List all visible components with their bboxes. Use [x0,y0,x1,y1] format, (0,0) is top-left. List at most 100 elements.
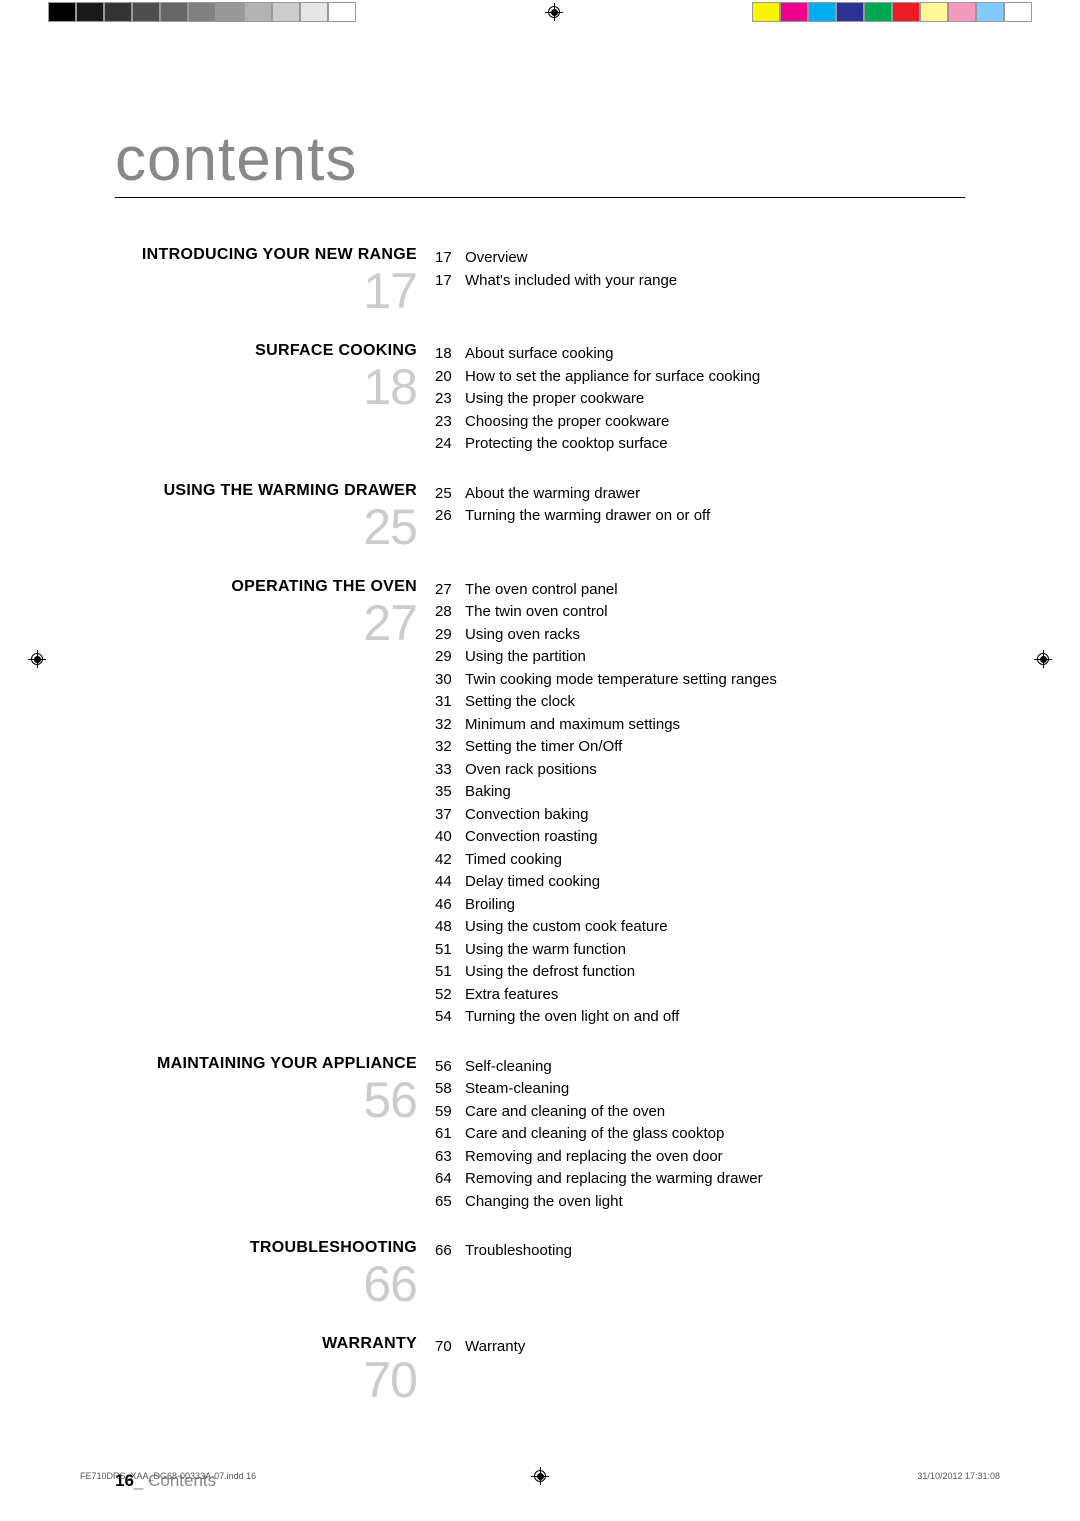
toc-entry: 42Timed cooking [435,849,965,872]
toc-entry-label: Minimum and maximum settings [465,714,680,737]
toc-section-page-num: 56 [115,1075,417,1125]
color-swatch [244,2,272,22]
toc-entry: 33Oven rack positions [435,759,965,782]
toc-entry-label: About surface cooking [465,343,613,366]
toc-entry-label: Broiling [465,894,515,917]
toc-section: OPERATING THE OVEN2727The oven control p… [115,578,965,1029]
color-bars-right [752,2,1032,22]
print-footer: FE710DRS_XAA_DG68-00333A-07.indd 16 31/1… [0,1471,1080,1481]
toc-entry: 23Using the proper cookware [435,388,965,411]
toc-entry-label: Convection baking [465,804,588,827]
toc-section-title: TROUBLESHOOTING [115,1239,417,1257]
toc-section-entries: 17Overview17What's included with your ra… [435,246,965,292]
toc-entry-page: 33 [435,759,465,782]
toc-section-page-num: 25 [115,502,417,552]
toc-entry-page: 46 [435,894,465,917]
toc-entry-label: The twin oven control [465,601,608,624]
toc-section-header: OPERATING THE OVEN27 [115,578,435,648]
color-swatch [780,2,808,22]
color-bars-left [48,2,356,22]
toc-entry: 29Using oven racks [435,624,965,647]
toc-entry: 30Twin cooking mode temperature setting … [435,669,965,692]
toc-entry-page: 65 [435,1191,465,1214]
toc-section-header: SURFACE COOKING18 [115,342,435,412]
toc-entry-page: 32 [435,714,465,737]
toc-entry-label: Turning the warming drawer on or off [465,505,710,528]
toc-entry-label: Convection roasting [465,826,598,849]
toc-entry-label: Troubleshooting [465,1240,572,1263]
printer-top-bar [0,0,1080,24]
toc-section-page-num: 17 [115,266,417,316]
toc-entry: 65Changing the oven light [435,1191,965,1214]
page-content: contents INTRODUCING YOUR NEW RANGE1717O… [0,24,1080,1521]
toc-entry-page: 61 [435,1123,465,1146]
toc-entry-page: 37 [435,804,465,827]
toc-section-entries: 70Warranty [435,1335,965,1359]
toc-entry-page: 20 [435,366,465,389]
toc-entry-page: 42 [435,849,465,872]
toc-entry: 18About surface cooking [435,343,965,366]
toc-entry-page: 54 [435,1006,465,1029]
toc-entry-page: 35 [435,781,465,804]
toc-entry-label: Steam-cleaning [465,1078,569,1101]
toc-entry: 52Extra features [435,984,965,1007]
toc-entry: 64Removing and replacing the warming dra… [435,1168,965,1191]
toc-entry: 37Convection baking [435,804,965,827]
toc-entry-label: Using oven racks [465,624,580,647]
toc-entry-label: Delay timed cooking [465,871,600,894]
toc-entry: 27The oven control panel [435,579,965,602]
color-swatch [188,2,216,22]
toc-section-header: INTRODUCING YOUR NEW RANGE17 [115,246,435,316]
color-swatch [272,2,300,22]
color-swatch [300,2,328,22]
toc-entry-label: Changing the oven light [465,1191,623,1214]
toc-entry-page: 28 [435,601,465,624]
toc-entry: 31Setting the clock [435,691,965,714]
toc-entry: 17What's included with your range [435,270,965,293]
toc-section-title: WARRANTY [115,1335,417,1353]
toc-section-title: MAINTAINING YOUR APPLIANCE [115,1055,417,1073]
toc-entry-page: 17 [435,270,465,293]
color-swatch [948,2,976,22]
toc-entry: 51Using the defrost function [435,961,965,984]
toc-entry-page: 29 [435,624,465,647]
toc-section-header: MAINTAINING YOUR APPLIANCE 56 [115,1055,435,1125]
color-swatch [132,2,160,22]
toc-entry-page: 51 [435,939,465,962]
color-swatch [752,2,780,22]
toc-section-entries: 27The oven control panel28The twin oven … [435,578,965,1029]
toc-entry: 28The twin oven control [435,601,965,624]
toc-entry-page: 48 [435,916,465,939]
toc-entry: 20How to set the appliance for surface c… [435,366,965,389]
toc-entry: 70Warranty [435,1336,965,1359]
toc-entry: 56Self-cleaning [435,1056,965,1079]
toc-entry-label: Removing and replacing the oven door [465,1146,723,1169]
toc-entry-page: 51 [435,961,465,984]
toc-entry-page: 18 [435,343,465,366]
toc-section-header: TROUBLESHOOTING66 [115,1239,435,1309]
color-swatch [1004,2,1032,22]
toc-entry: 54Turning the oven light on and off [435,1006,965,1029]
registration-mark-top [545,3,563,21]
toc-section-entries: 25About the warming drawer26Turning the … [435,482,965,528]
toc-entry-label: Timed cooking [465,849,562,872]
toc-entry-label: Setting the timer On/Off [465,736,622,759]
print-file-name: FE710DRS_XAA_DG68-00333A-07.indd 16 [80,1471,256,1481]
toc-section: INTRODUCING YOUR NEW RANGE1717Overview17… [115,246,965,316]
toc-section-entries: 66Troubleshooting [435,1239,965,1263]
toc-entry-page: 64 [435,1168,465,1191]
toc-entry: 29Using the partition [435,646,965,669]
toc-entry-page: 17 [435,247,465,270]
toc-entry: 44Delay timed cooking [435,871,965,894]
toc-entry: 40Convection roasting [435,826,965,849]
color-swatch [920,2,948,22]
toc-entry-page: 30 [435,669,465,692]
toc-entry-label: Using the partition [465,646,586,669]
color-swatch [864,2,892,22]
toc-entry-label: Self-cleaning [465,1056,552,1079]
toc-entry: 46Broiling [435,894,965,917]
toc-entry-label: Overview [465,247,528,270]
color-swatch [328,2,356,22]
color-swatch [48,2,76,22]
toc-section: WARRANTY7070Warranty [115,1335,965,1405]
